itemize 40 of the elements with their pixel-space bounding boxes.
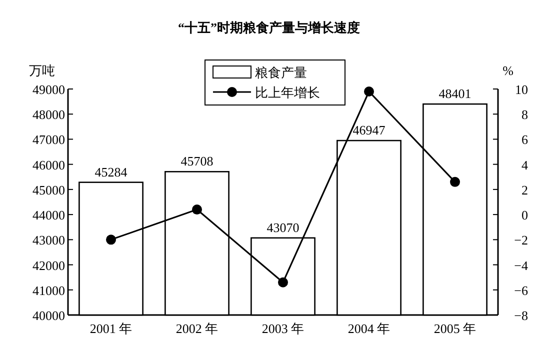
y-axis-title: 万吨 — [29, 63, 55, 78]
point — [450, 176, 460, 187]
y2-tick-label: 8 — [522, 107, 528, 122]
chart-title: “十五”时期粮食产量与增长速度 — [178, 20, 360, 35]
y-tick-label: 46000 — [32, 157, 65, 172]
y-tick-label: 48000 — [32, 107, 65, 122]
y-tick-label: 43000 — [32, 232, 65, 248]
y2-tick-label: −8 — [514, 308, 528, 323]
y-tick-label: 42000 — [32, 258, 65, 273]
y2-axis-title: % — [502, 63, 514, 78]
y2-tick-label: −6 — [514, 282, 528, 298]
point — [278, 277, 288, 288]
y2-tick-label: 2 — [522, 182, 528, 198]
point — [106, 234, 116, 245]
y-tick-label: 40000 — [32, 308, 65, 323]
y2-tick-label: 0 — [522, 208, 528, 223]
data-label: 43070 — [266, 220, 300, 235]
y2-tick-label: 10 — [515, 82, 528, 97]
data-label: 45708 — [180, 154, 214, 169]
point — [364, 86, 374, 97]
x-tick-label: 2004 年 — [348, 321, 390, 336]
x-tick-label: 2005 年 — [434, 321, 476, 336]
y-tick-label: 47000 — [32, 132, 65, 148]
y-tick-label: 41000 — [32, 282, 65, 298]
data-label: 45284 — [94, 164, 128, 180]
x-tick-label: 2003 年 — [262, 321, 304, 336]
legend-label: 粮食产量 — [255, 65, 307, 80]
x-tick-label: 2002 年 — [176, 321, 218, 336]
data-label: 48401 — [438, 86, 472, 102]
y-tick-label: 44000 — [32, 208, 65, 223]
y2-tick-label: 6 — [522, 132, 528, 148]
point — [192, 204, 202, 215]
y2-tick-label: −2 — [514, 232, 528, 248]
y2-tick-label: −4 — [514, 258, 528, 273]
x-tick-label: 2001 年 — [90, 321, 132, 336]
y2-tick-label: 4 — [522, 157, 528, 172]
y-tick-label: 49000 — [32, 82, 65, 97]
data-label: 46947 — [352, 122, 386, 138]
y-tick-label: 45000 — [32, 182, 65, 198]
legend-label: 比上年增长 — [255, 85, 320, 100]
